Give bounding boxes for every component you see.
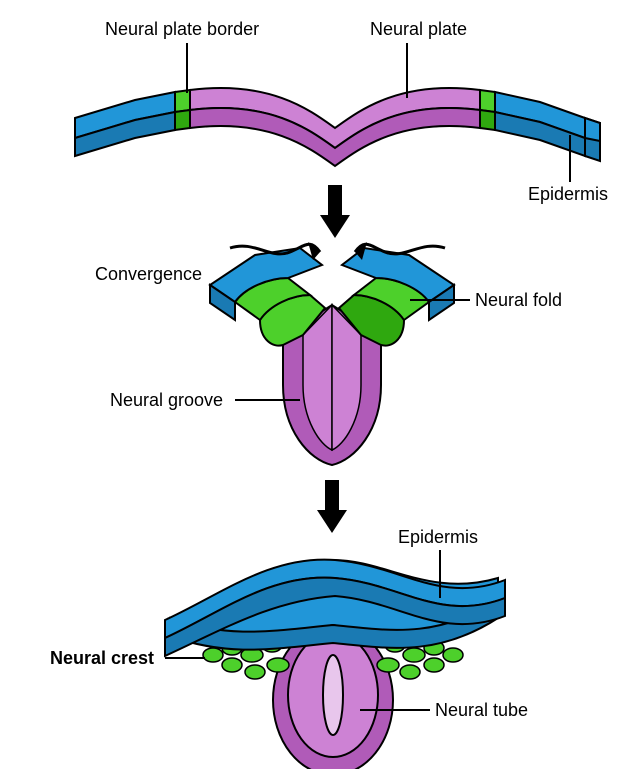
label-epidermis: Epidermis — [528, 184, 608, 204]
s1-border-left-top — [175, 90, 190, 112]
arrow-2 — [317, 480, 347, 533]
s1-border-left-front — [175, 110, 190, 130]
arrow-1 — [320, 185, 350, 238]
s1-border-right-front — [480, 110, 495, 130]
label-epidermis2: Epidermis — [398, 527, 478, 547]
leader-convergence — [210, 258, 228, 275]
s1-border-right-top — [480, 90, 495, 112]
s1-right-cap-top — [585, 118, 600, 141]
label-neural-groove: Neural groove — [110, 390, 223, 410]
stage-2: Convergence Neural fold Neural groove — [95, 242, 562, 465]
label-convergence: Convergence — [95, 264, 202, 284]
stage-1: Neural plate border Neural plate Epiderm… — [75, 19, 608, 204]
label-neural-tube: Neural tube — [435, 700, 528, 720]
s3-tube-lumen — [323, 655, 343, 735]
label-neural-plate-border: Neural plate border — [105, 19, 259, 39]
stage-3: Epidermis Neural crest Neural tube — [50, 527, 528, 769]
label-neural-crest: Neural crest — [50, 648, 154, 668]
label-neural-fold: Neural fold — [475, 290, 562, 310]
neurulation-diagram: Neural plate border Neural plate Epiderm… — [0, 0, 641, 769]
label-neural-plate: Neural plate — [370, 19, 467, 39]
